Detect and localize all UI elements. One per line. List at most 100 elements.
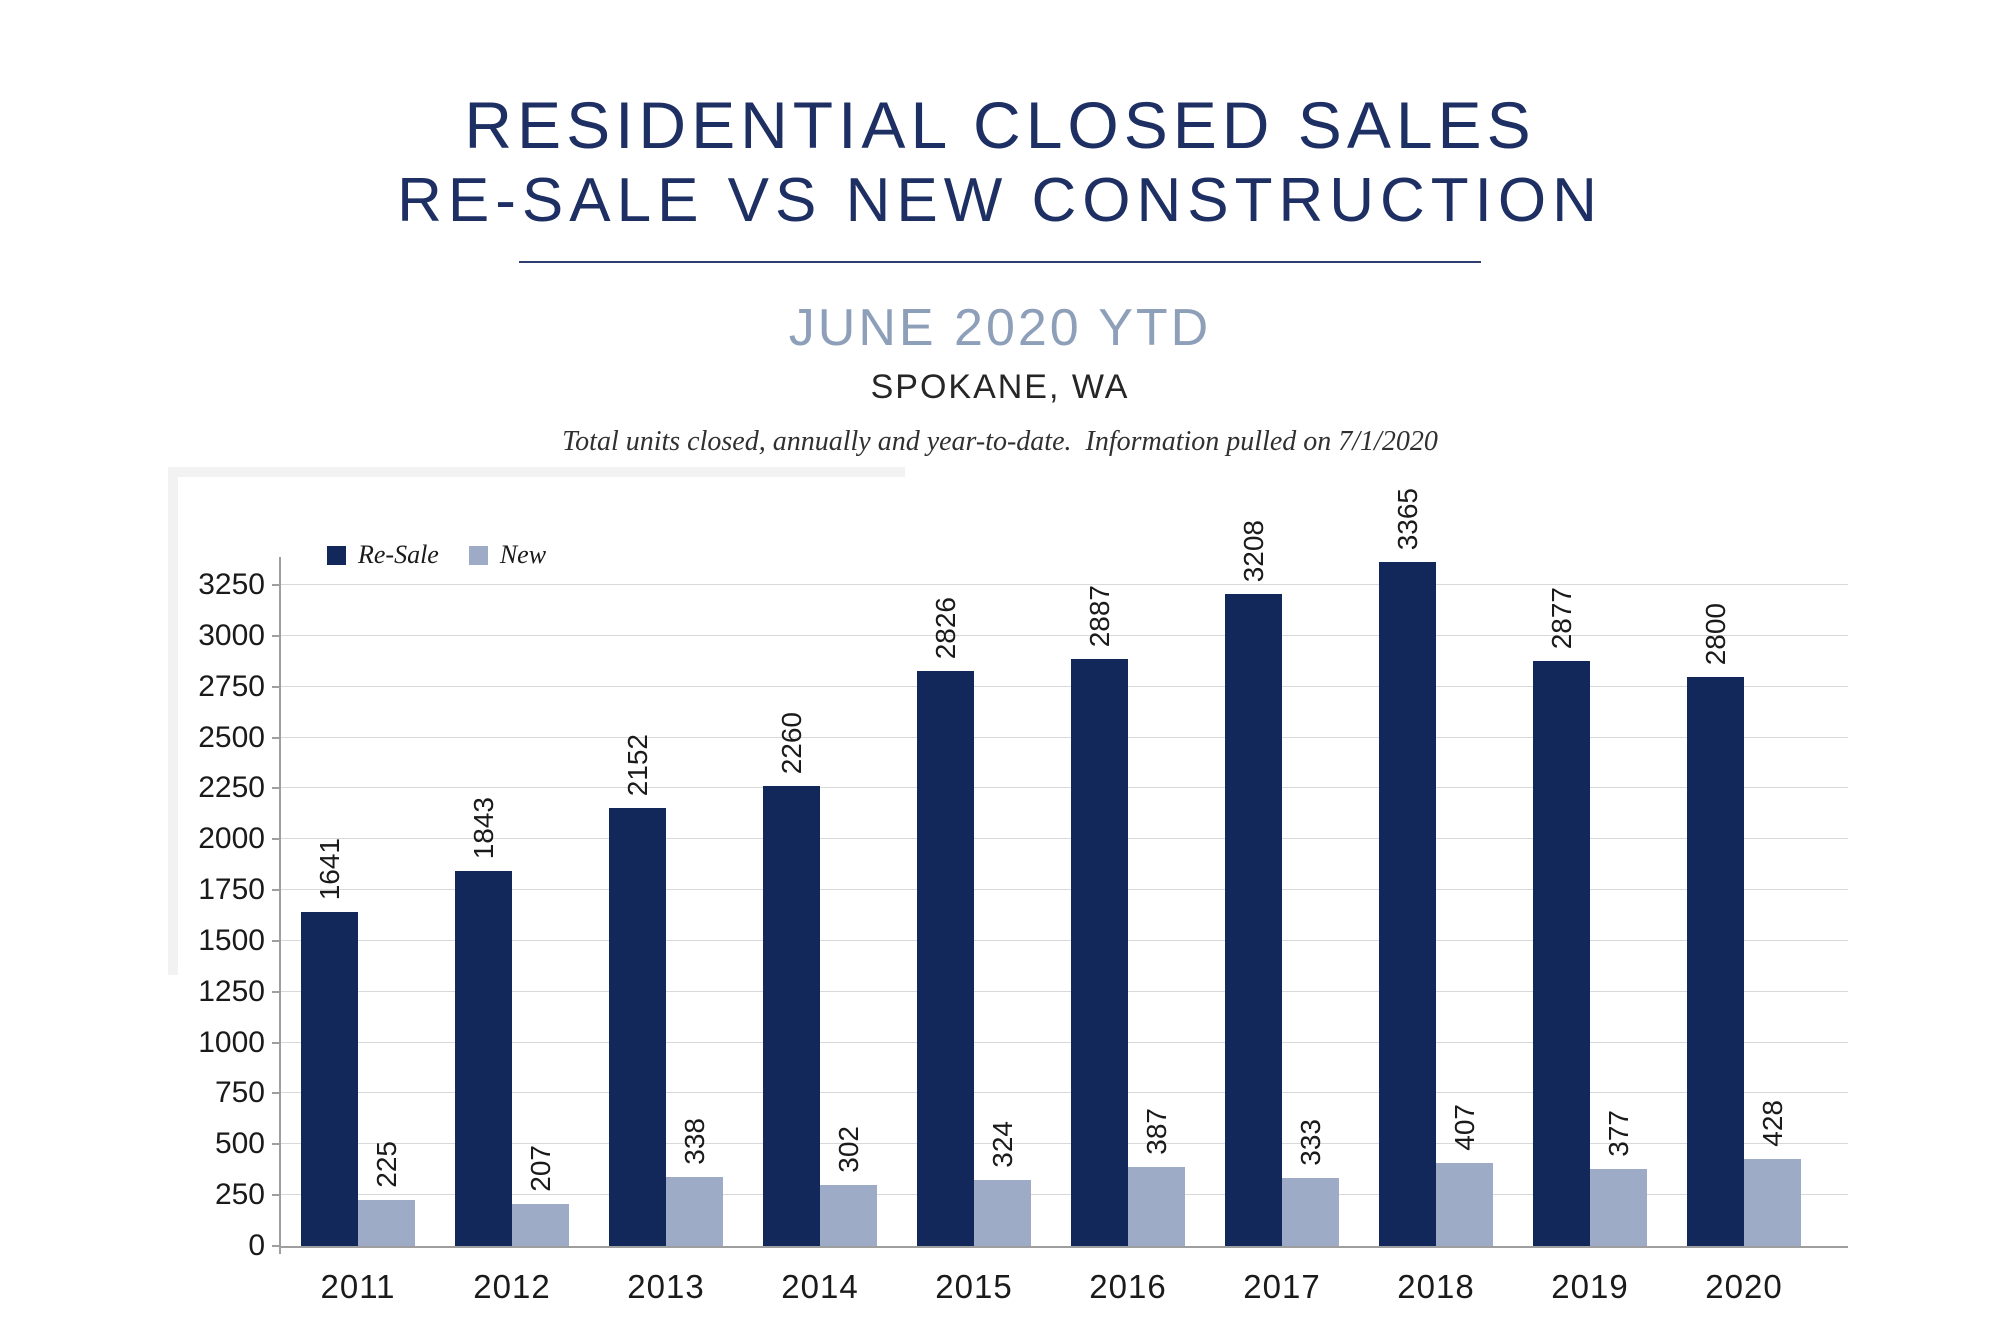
gridline [281,991,1848,992]
y-axis-label: 1500 [198,924,265,957]
bar-group-2018: 3365 407 2018 [1359,488,1513,1305]
y-axis-label: 3250 [198,568,265,601]
gridline [281,737,1848,738]
bar-re-sale-2013 [609,808,666,1246]
chart-frame-top-edge [168,467,905,477]
y-axis-tick [272,635,279,637]
legend-item-re-sale: Re-Sale [327,542,439,568]
bar-value-label: 407 [1448,1104,1480,1151]
bar-re-sale-2017 [1225,594,1282,1246]
y-axis-label: 2500 [198,721,265,754]
y-axis-tick [272,584,279,586]
gridline [281,1092,1848,1093]
bar-value-label: 3208 [1237,519,1269,582]
bar-value-label: 2887 [1083,584,1115,647]
bar-value-label: 1843 [467,796,499,859]
y-axis-label: 1750 [198,873,265,906]
bar-value-label: 3365 [1391,487,1423,550]
y-axis-tick [272,1143,279,1145]
gridline [281,635,1848,636]
bar-group-2015: 2826 324 2015 [897,557,1051,1305]
legend-item-new: New [468,542,546,568]
bar-group-2012: 1843 207 2012 [435,557,589,1305]
y-axis-label: 2750 [198,670,265,703]
bar-group-2014: 2260 302 2014 [743,557,897,1305]
x-axis-label: 2017 [1243,1268,1321,1305]
legend-swatch-icon [468,545,488,565]
y-axis-label: 500 [214,1127,265,1160]
bar-re-sale-2014 [763,786,820,1246]
y-axis-label: 750 [214,1076,265,1109]
x-axis-label: 2016 [1089,1268,1167,1305]
bar-value-label: 207 [524,1145,556,1192]
bar-value-label: 2826 [929,596,961,659]
y-axis-line [279,557,281,1254]
bar-group-2019: 2877 377 2019 [1513,557,1667,1305]
bar-re-sale-2012 [455,871,512,1246]
y-axis-tick [272,737,279,739]
gridline [281,1042,1848,1043]
y-axis-tick [272,686,279,688]
gridline [281,1143,1848,1144]
y-axis-label: 0 [248,1229,265,1262]
x-axis-label: 2013 [627,1268,705,1305]
x-axis-label: 2011 [320,1268,396,1305]
bar-new-2019 [1590,1169,1647,1246]
bar-value-label: 2877 [1545,586,1577,649]
y-axis-label: 2250 [198,771,265,804]
bar-re-sale-2011 [301,912,358,1246]
y-axis-tick [272,1245,279,1247]
bar-new-2017 [1282,1178,1339,1246]
bar-re-sale-2015 [917,671,974,1246]
x-axis-label: 2015 [935,1268,1013,1305]
title-divider [519,261,1481,263]
gridline [281,584,1848,585]
x-axis-line [281,1246,1848,1248]
gridline [281,889,1848,890]
bar-value-label: 225 [370,1141,402,1188]
y-axis-label: 3000 [198,619,265,652]
page-subtitle: RE-SALE VS NEW CONSTRUCTION [397,166,1603,235]
bar-group-2011: 1641 225 2011 [281,557,435,1305]
chart-frame-left-edge [168,467,178,975]
bar-new-2016 [1128,1167,1185,1246]
bar-group-2016: 2887 387 2016 [1051,557,1205,1305]
bar-group-2020: 2800 428 2020 [1667,557,1821,1305]
y-axis-tick [272,889,279,891]
gridline [281,686,1848,687]
gridline [281,1194,1848,1195]
page-title: RESIDENTIAL CLOSED SALES [464,88,1536,162]
bar-new-2015 [974,1180,1031,1246]
x-axis-label: 2019 [1551,1268,1629,1305]
bar-value-label: 333 [1294,1119,1326,1166]
bar-re-sale-2020 [1687,677,1744,1246]
y-axis-label: 2000 [198,822,265,855]
location-label: SPOKANE, WA [870,368,1130,406]
bar-new-2014 [820,1185,877,1246]
bar-value-label: 428 [1756,1100,1788,1147]
bar-value-label: 1641 [313,837,345,900]
y-axis-tick [272,838,279,840]
bar-value-label: 387 [1140,1108,1172,1155]
bar-group-2017: 3208 333 2017 [1205,520,1359,1305]
y-axis-tick [272,940,279,942]
x-axis-label: 2014 [781,1268,859,1305]
y-axis-tick [272,787,279,789]
legend-swatch-icon [327,545,346,565]
period-label: JUNE 2020 YTD [788,299,1212,357]
chart-legend: Re-Sale New [327,542,546,568]
y-axis-label: 250 [214,1178,265,1211]
gridline [281,940,1848,941]
gridline [281,787,1848,788]
y-axis-tick [272,1194,279,1196]
bar-value-label: 377 [1602,1110,1634,1157]
bar-re-sale-2016 [1071,659,1128,1246]
bar-group-2013: 2152 338 2013 [589,557,743,1305]
y-axis-tick [272,991,279,993]
bar-chart-plot-area: 0 250 500 750 1000 1250 1500 1750 2000 2250 2500 27… [198,488,1848,1305]
bar-value-label: 302 [832,1126,864,1173]
bar-value-label: 2800 [1699,602,1731,665]
bar-new-2020 [1744,1159,1801,1246]
bar-re-sale-2018 [1379,562,1436,1246]
gridline [281,838,1848,839]
